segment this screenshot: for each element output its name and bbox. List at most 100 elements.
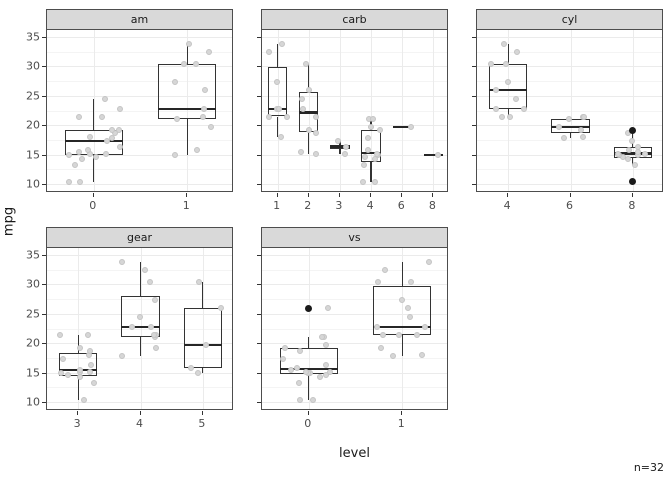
box-group-gear-3 — [47, 248, 232, 409]
data-point — [207, 124, 214, 131]
data-point — [396, 332, 403, 339]
data-point — [435, 151, 442, 158]
gridline-horizontal-minor — [262, 387, 447, 389]
gridline-horizontal-minor — [47, 269, 232, 271]
data-point — [341, 150, 348, 157]
data-point — [287, 366, 294, 373]
data-point — [136, 314, 143, 321]
data-point — [293, 365, 300, 372]
boxplot-single-value-line — [423, 153, 444, 156]
gridline-horizontal — [262, 255, 447, 257]
y-axis-tick-mark — [472, 184, 476, 186]
median-line — [488, 88, 528, 92]
gridline-horizontal — [477, 154, 662, 156]
data-point — [421, 323, 428, 330]
y-axis-tick-mark — [257, 343, 261, 345]
data-point — [265, 49, 272, 56]
median-line — [121, 325, 160, 329]
sample-size-caption: n=32 — [633, 461, 664, 474]
data-point — [426, 258, 433, 265]
data-point — [279, 40, 286, 47]
median-line — [183, 343, 223, 347]
median-line — [299, 111, 319, 114]
gridline-horizontal — [262, 402, 447, 404]
data-point — [310, 396, 317, 403]
x-axis-tick-mark — [432, 193, 434, 197]
y-axis-tick-label: 15 — [26, 148, 40, 162]
gridline-vertical — [187, 30, 189, 191]
gridline-horizontal — [47, 372, 232, 374]
data-point — [418, 351, 425, 358]
data-point — [91, 379, 98, 386]
gridline-vertical — [371, 30, 373, 191]
gridline-horizontal — [262, 184, 447, 186]
facet-strip-label: cyl — [561, 13, 578, 26]
gridline-horizontal — [47, 125, 232, 127]
data-point — [317, 373, 324, 380]
gridline-horizontal — [262, 313, 447, 315]
whisker-lower — [139, 337, 142, 357]
gridline-horizontal-minor — [262, 328, 447, 330]
data-point — [87, 368, 94, 375]
y-axis-tick-label: 10 — [26, 395, 40, 409]
y-axis-tick-mark — [42, 154, 46, 156]
x-axis-tick-label: 6 — [566, 199, 573, 212]
data-point — [128, 323, 135, 330]
data-point — [505, 79, 512, 86]
data-point — [152, 297, 159, 304]
gridline-horizontal — [477, 95, 662, 97]
data-point — [299, 105, 306, 112]
gridline-horizontal — [262, 154, 447, 156]
gridline-horizontal — [47, 255, 232, 257]
x-axis-tick-label: 5 — [198, 417, 206, 430]
outlier-point — [305, 304, 313, 312]
gridline-horizontal — [262, 95, 447, 97]
x-axis-tick-label: 3 — [73, 417, 81, 430]
data-point — [99, 114, 106, 121]
gridline-horizontal — [262, 372, 447, 374]
box-iqr — [267, 67, 288, 117]
y-axis-tick-mark — [257, 66, 261, 68]
gridline-vertical — [308, 30, 310, 191]
data-point — [200, 114, 207, 121]
whisker-upper — [202, 282, 204, 309]
gridline-horizontal — [47, 402, 232, 404]
data-point — [325, 305, 332, 312]
y-axis-tick-mark — [257, 37, 261, 39]
facet-strip-label: gear — [126, 231, 152, 244]
y-axis-tick-mark — [42, 313, 46, 315]
data-point — [79, 155, 86, 162]
y-axis-tick-mark — [257, 154, 261, 156]
whisker-lower — [370, 162, 372, 182]
gridline-horizontal — [477, 37, 662, 39]
panel-am — [46, 29, 233, 192]
x-axis-tick-label: 2 — [304, 199, 312, 212]
x-axis-tick-label: 1 — [273, 199, 281, 212]
panel-vs — [261, 247, 448, 410]
box-group-carb-3 — [262, 30, 447, 191]
data-point — [313, 150, 320, 157]
x-axis-tick-mark — [186, 193, 188, 197]
gridline-vertical — [78, 248, 80, 409]
data-point — [362, 153, 368, 160]
gridline-vertical — [339, 30, 341, 191]
y-axis-tick-label: 20 — [26, 336, 40, 350]
x-axis-tick-label: 4 — [366, 199, 374, 212]
data-point — [103, 138, 110, 145]
box-group-am-1 — [47, 30, 232, 191]
facet-vs: vs — [261, 227, 448, 411]
data-point — [360, 161, 367, 168]
gridline-horizontal-minor — [477, 169, 662, 171]
y-axis-tick-label: 35 — [26, 30, 40, 44]
data-point — [75, 113, 82, 120]
gridline-horizontal-minor — [47, 81, 232, 83]
x-axis-tick-label: 0 — [304, 417, 312, 430]
box-iqr — [121, 295, 160, 338]
data-point — [93, 153, 100, 160]
box-group-vs-0 — [262, 248, 447, 409]
whisker-lower — [77, 375, 79, 400]
facet-strip-am: am — [46, 9, 233, 30]
data-point — [87, 133, 94, 140]
x-axis-tick-label: 0 — [89, 199, 97, 212]
data-point — [102, 150, 109, 157]
